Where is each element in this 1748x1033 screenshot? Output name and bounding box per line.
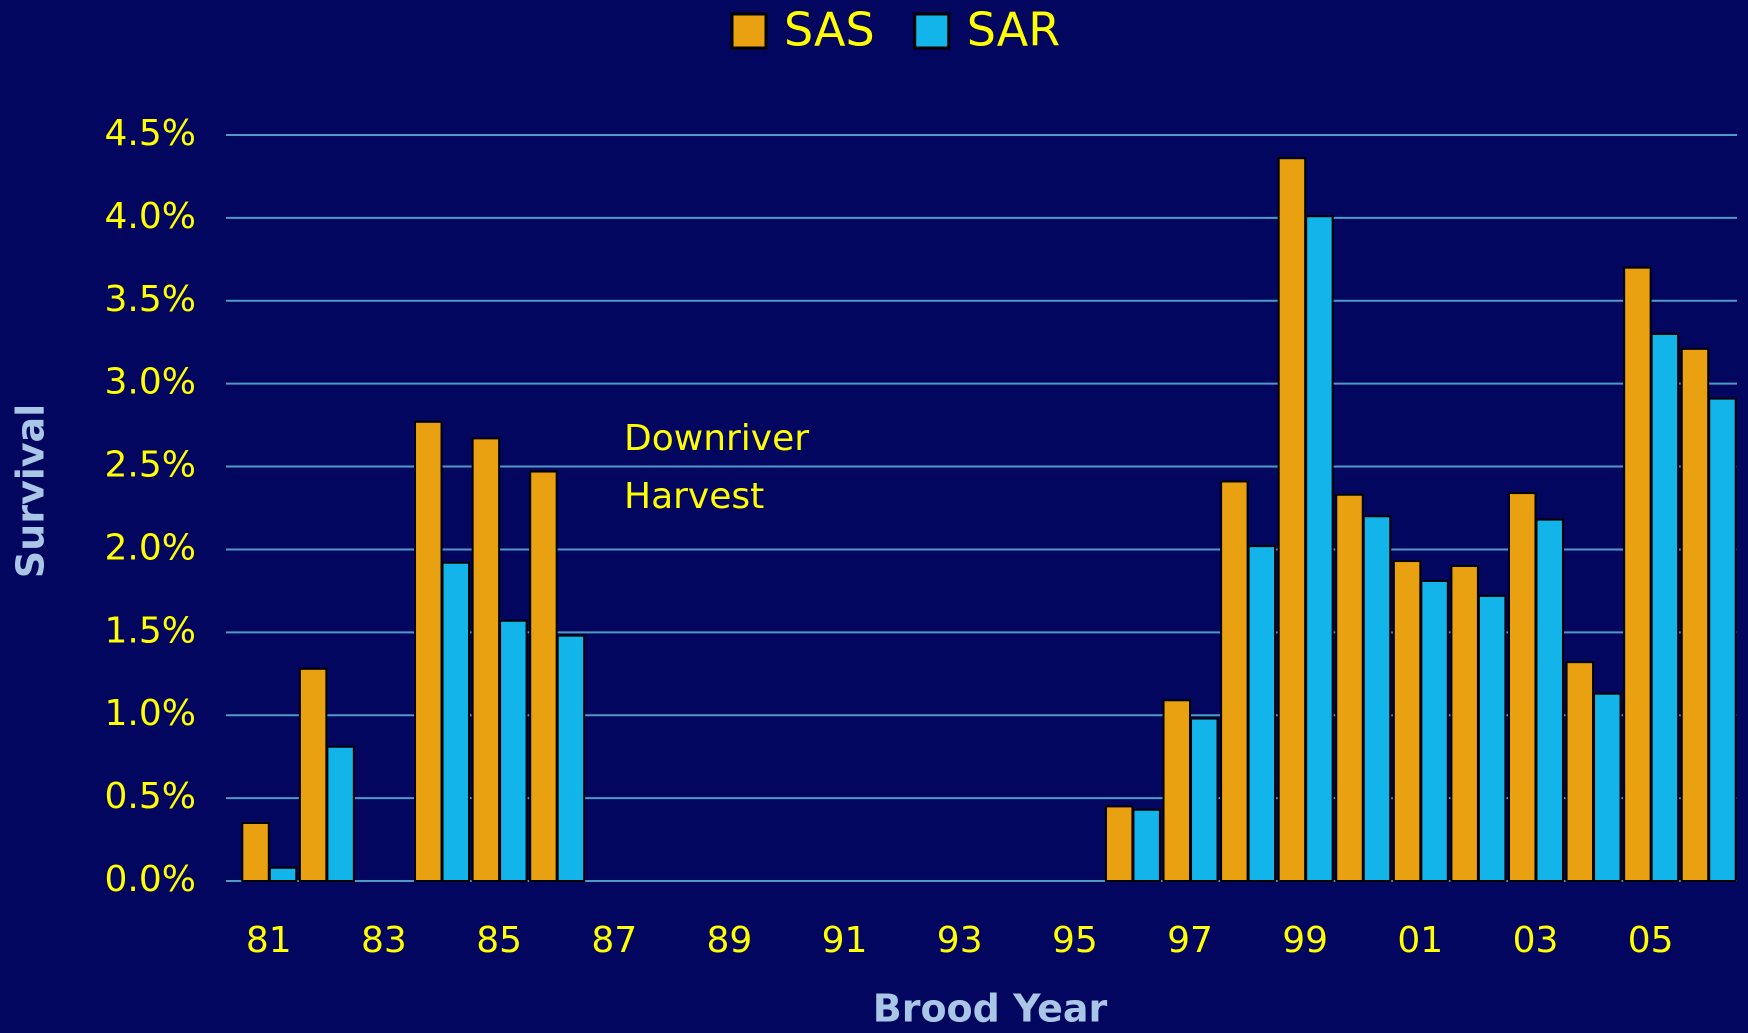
annotation: Harvest [624,476,764,517]
bar [1680,347,1710,882]
x-tick-label: 85 [476,920,522,961]
bar [556,634,586,882]
bar [1305,215,1334,882]
bar [499,619,528,882]
x-axis-title: Brood Year [873,987,1108,1031]
bar [471,437,501,882]
y-tick-label: 0.5% [105,776,196,817]
x-tick-label: 05 [1628,920,1674,961]
bar [241,821,270,883]
bar [1450,565,1479,882]
bar [1335,493,1364,882]
bar [1623,266,1652,883]
bar [1277,157,1307,883]
bar [1162,699,1192,883]
x-tick-label: 95 [1052,920,1098,961]
bar [1247,545,1277,883]
bar [1708,397,1737,882]
x-tick-label: 87 [591,920,637,961]
x-tick-label: 03 [1513,920,1559,961]
x-tick-label: 81 [246,920,292,961]
x-tick-label: 99 [1282,920,1328,961]
annotation: Downriver [624,418,809,459]
bar [1593,692,1622,882]
bar [1420,579,1449,882]
y-tick-label: 2.0% [105,527,196,568]
bar [326,745,355,882]
bar [1190,717,1219,882]
bar [529,470,558,882]
y-tick-label: 3.0% [105,362,196,403]
bar [414,420,443,882]
y-tick-label: 4.5% [105,113,196,154]
x-tick-label: 89 [706,920,752,961]
legend-swatch [913,12,951,50]
x-tick-label: 83 [361,920,407,961]
bar [268,866,298,883]
bar [1507,492,1537,882]
bar [1535,518,1564,882]
x-tick-label: 93 [937,920,983,961]
legend-label: SAR [967,3,1060,57]
y-tick-label: 2.5% [105,445,196,486]
bar [1565,661,1595,882]
y-tick-label: 1.5% [105,610,196,651]
bar [1650,332,1680,882]
y-tick-label: 0.0% [105,859,196,900]
x-tick-label: 91 [822,920,868,961]
bar [1104,805,1134,883]
bar [1392,560,1422,882]
bar [1220,480,1249,882]
bar [1477,594,1507,883]
bar [298,667,328,882]
y-tick-label: 1.0% [105,693,196,734]
y-tick-label: 3.5% [105,279,196,320]
bar [1362,515,1392,882]
y-tick-label: 4.0% [105,196,196,237]
y-axis-title: Survival [9,404,53,578]
legend-label: SAS [784,3,875,57]
x-tick-label: 01 [1397,920,1443,961]
legend-swatch [730,12,768,50]
bar [1132,808,1161,883]
x-tick-label: 97 [1167,920,1213,961]
bar [441,561,471,882]
